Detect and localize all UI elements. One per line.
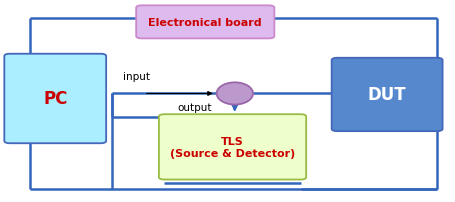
Text: TLS
(Source & Detector): TLS (Source & Detector) bbox=[170, 136, 294, 158]
FancyBboxPatch shape bbox=[331, 58, 442, 132]
Text: input: input bbox=[123, 72, 150, 82]
FancyBboxPatch shape bbox=[4, 55, 106, 144]
FancyBboxPatch shape bbox=[136, 6, 274, 39]
Text: output: output bbox=[177, 102, 212, 112]
Text: PC: PC bbox=[43, 90, 67, 108]
FancyBboxPatch shape bbox=[158, 115, 305, 180]
Ellipse shape bbox=[216, 83, 253, 105]
Text: Electronical board: Electronical board bbox=[148, 18, 262, 28]
Text: DUT: DUT bbox=[367, 86, 405, 104]
